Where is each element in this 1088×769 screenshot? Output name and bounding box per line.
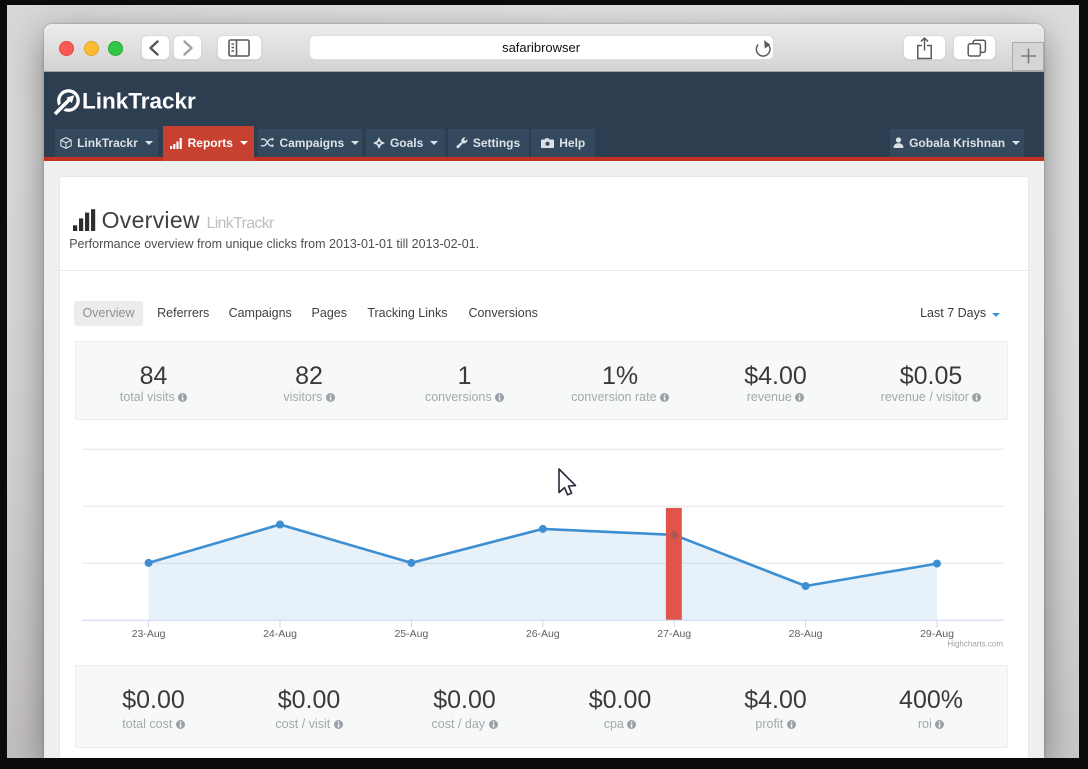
svg-text:29-Aug: 29-Aug xyxy=(920,628,954,640)
svg-text:27-Aug: 27-Aug xyxy=(657,628,691,640)
svg-text:LinkTrackr: LinkTrackr xyxy=(82,89,196,114)
svg-text:25-Aug: 25-Aug xyxy=(394,628,428,640)
svg-text:23-Aug: 23-Aug xyxy=(131,628,165,640)
svg-text:26-Aug: 26-Aug xyxy=(525,628,559,640)
svg-text:28-Aug: 28-Aug xyxy=(788,628,822,640)
svg-text:24-Aug: 24-Aug xyxy=(263,628,297,640)
svg-text:Highcharts.com: Highcharts.com xyxy=(947,639,1003,648)
